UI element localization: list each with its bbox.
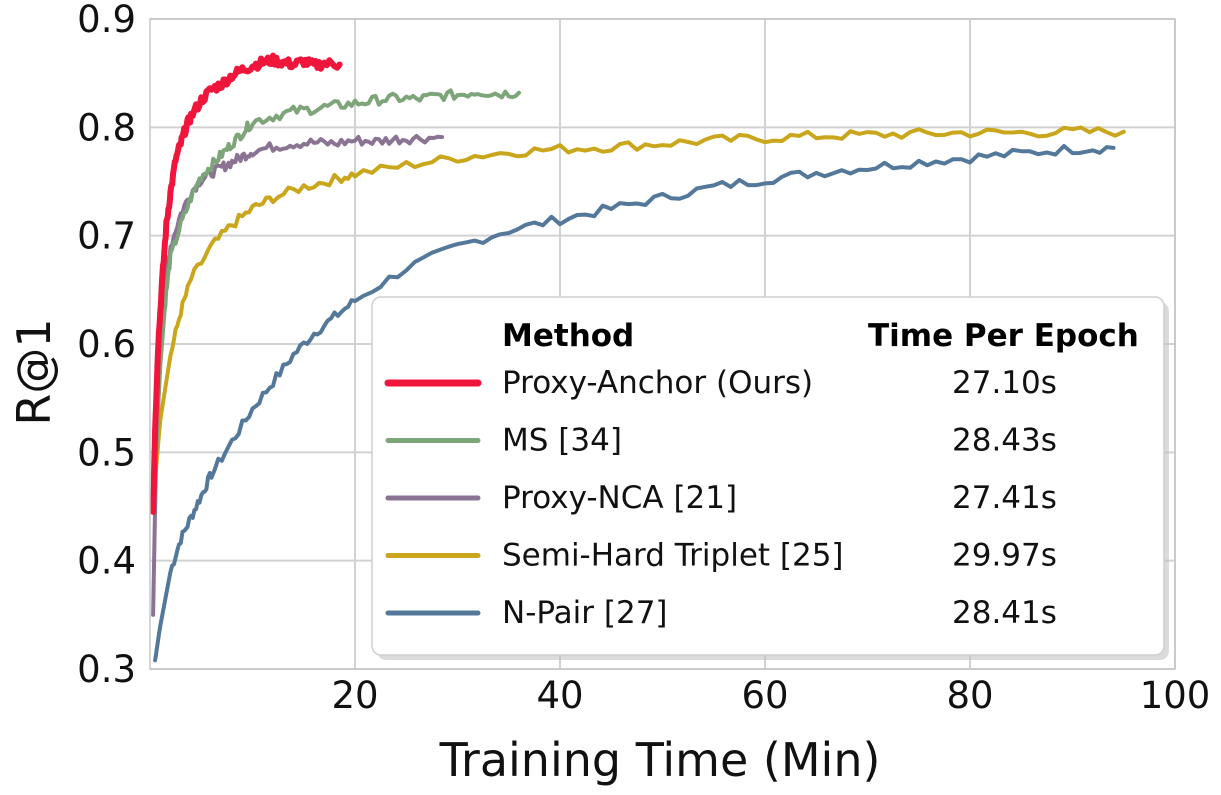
x-tick-label: 40 <box>536 674 583 717</box>
legend: Method Time Per Epoch Proxy-Anchor (Ours… <box>371 296 1169 660</box>
x-tick-label: 100 <box>1140 674 1211 717</box>
legend-box <box>371 296 1165 656</box>
x-tick-label: 20 <box>331 674 378 717</box>
x-axis-label: Training Time (Min) <box>439 733 881 787</box>
x-tick-label: 80 <box>946 674 993 717</box>
legend-label-n-pair-27: N-Pair [27] <box>502 595 668 631</box>
legend-label-ms-34: MS [34] <box>502 423 622 459</box>
legend-time-header: Time Per Epoch <box>868 318 1139 354</box>
series-line-proxy-nca-21 <box>151 134 445 617</box>
series-line-ms-34 <box>153 88 521 476</box>
legend-time-ms-34: 28.43s <box>952 423 1057 459</box>
y-tick-label: 0.3 <box>77 648 136 691</box>
y-tick-label: 0.4 <box>77 540 136 583</box>
legend-time-proxy-nca-21: 27.41s <box>952 480 1057 516</box>
legend-label-semi-hard-triplet-25: Semi-Hard Triplet [25] <box>502 538 844 574</box>
y-tick-labels: 0.3 0.4 0.5 0.6 0.7 0.8 0.9 <box>77 0 136 691</box>
y-tick-label: 0.7 <box>77 215 136 258</box>
x-tick-label: 60 <box>741 674 788 717</box>
legend-time-semi-hard-triplet-25: 29.97s <box>952 538 1057 574</box>
y-tick-label: 0.6 <box>77 323 136 366</box>
legend-time-n-pair-27: 28.41s <box>952 595 1057 631</box>
plot-frame <box>149 18 1176 670</box>
legend-label-proxy-anchor-ours: Proxy-Anchor (Ours) <box>502 365 813 401</box>
series-line-proxy-anchor-ours <box>150 52 343 515</box>
series-line-n-pair-27 <box>153 144 1116 663</box>
x-tick-labels: 20 40 60 80 100 <box>331 674 1210 717</box>
legend-items: Proxy-Anchor (Ours) 27.10s MS [34] 28.43s Pr… <box>384 365 1057 631</box>
series-line-semi-hard-triplet-25 <box>153 125 1126 482</box>
series-lines <box>150 52 1126 663</box>
y-tick-label: 0.5 <box>77 431 136 474</box>
legend-method-header: Method <box>502 318 634 354</box>
y-tick-label: 0.8 <box>77 106 136 149</box>
y-axis-label: R@1 <box>7 318 61 425</box>
legend-time-proxy-anchor-ours: 27.10s <box>952 365 1057 401</box>
legend-label-proxy-nca-21: Proxy-NCA [21] <box>502 480 737 516</box>
y-tick-label: 0.9 <box>77 0 136 41</box>
